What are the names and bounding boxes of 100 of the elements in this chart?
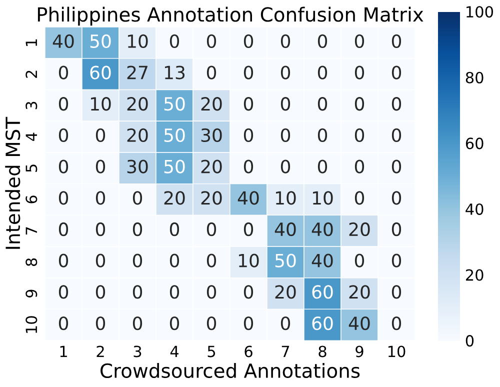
data-label: 27	[127, 66, 148, 80]
x-tick-label: 4	[170, 346, 179, 358]
data-label: 0	[392, 191, 402, 205]
data-label: 40	[312, 254, 333, 268]
data-label: 60	[90, 66, 111, 80]
data-label: 0	[354, 254, 364, 268]
data-label: 40	[312, 222, 333, 236]
data-label: 0	[170, 316, 180, 330]
data-label: 0	[244, 34, 254, 48]
data-label: 0	[96, 191, 106, 205]
data-label: 50	[164, 128, 185, 142]
data-label: 0	[132, 222, 142, 236]
color-bar-label: 100	[466, 6, 494, 18]
data-label: 0	[392, 254, 402, 268]
data-label: 0	[354, 97, 364, 111]
data-label: 40	[274, 222, 296, 236]
data-label: 0	[318, 97, 328, 111]
data-label: 50	[164, 160, 185, 174]
y-tick-label: 2	[26, 70, 37, 78]
data-label: 50	[164, 97, 185, 111]
data-label: 0	[58, 285, 68, 299]
data-label: 0	[244, 160, 254, 174]
x-tick-label: 8	[318, 346, 326, 358]
data-label: 0	[244, 66, 254, 80]
x-tick-label: 5	[208, 346, 216, 358]
data-label: 20	[201, 97, 222, 111]
x-tick-label: 1	[60, 346, 67, 358]
data-label: 0	[392, 160, 402, 174]
data-label: 0	[170, 222, 180, 236]
data-label: 0	[318, 160, 328, 174]
data-label: 0	[96, 316, 106, 330]
data-label: 0	[58, 191, 68, 205]
color-bar-label: 40	[466, 203, 484, 215]
data-label: 0	[244, 128, 254, 142]
y-axis-title: Intended MST	[5, 116, 20, 249]
data-label: 10	[312, 191, 333, 205]
color-bar-label: 80	[466, 72, 484, 84]
data-label: 0	[392, 34, 402, 48]
data-label: 20	[201, 160, 222, 174]
x-tick-label: 3	[134, 346, 142, 358]
data-label: 0	[280, 316, 290, 330]
y-tick-label: 1	[26, 39, 37, 46]
data-label: 0	[132, 316, 142, 330]
data-label: 0	[96, 285, 106, 299]
data-label: 60	[312, 316, 333, 330]
data-label: 0	[354, 160, 364, 174]
x-axis-title: Crowdsourced Annotations	[100, 362, 360, 378]
data-label: 50	[90, 34, 111, 48]
data-label: 0	[392, 222, 402, 236]
data-label: 40	[348, 316, 370, 330]
x-tick-label: 6	[244, 346, 252, 358]
data-label: 50	[275, 254, 296, 268]
data-label: 0	[58, 222, 68, 236]
data-label: 30	[127, 160, 148, 174]
data-label: 40	[52, 34, 74, 48]
chart-title: Philippines Annotation Confusion Matrix	[38, 6, 424, 26]
data-label: 0	[244, 222, 254, 236]
data-label: 10	[128, 34, 148, 48]
data-label: 20	[164, 191, 185, 205]
data-label: 0	[244, 316, 254, 330]
data-label: 0	[318, 66, 328, 80]
data-label: 0	[318, 34, 328, 48]
data-label: 10	[90, 97, 111, 111]
data-label: 30	[201, 128, 222, 142]
x-tick-label: 10	[388, 346, 406, 358]
data-label: 0	[96, 254, 106, 268]
data-label: 0	[392, 66, 402, 80]
data-label: 0	[58, 254, 68, 268]
data-label: 0	[96, 222, 106, 236]
data-label: 0	[170, 285, 180, 299]
data-label: 0	[132, 191, 142, 205]
data-label: 0	[280, 160, 290, 174]
data-label: 0	[96, 128, 106, 142]
data-label: 0	[280, 97, 290, 111]
y-tick-label: 10	[26, 316, 38, 333]
data-label: 40	[238, 191, 259, 205]
data-label: 0	[58, 160, 68, 174]
data-label: 10	[238, 254, 259, 268]
color-bar-label: 0	[466, 335, 474, 347]
data-label: 0	[354, 128, 364, 142]
data-label: 0	[392, 97, 402, 111]
data-label: 20	[127, 128, 148, 142]
y-tick-label: 8	[26, 258, 38, 266]
data-label: 20	[127, 97, 148, 111]
data-label: 0	[354, 34, 364, 48]
y-tick-label: 3	[26, 102, 38, 110]
data-label: 0	[96, 160, 106, 174]
color-bar-label: 20	[466, 269, 484, 281]
data-label: 0	[58, 128, 68, 142]
data-label: 0	[280, 34, 290, 48]
data-label: 0	[206, 285, 216, 299]
y-tick-label: 6	[26, 196, 38, 204]
data-label: 0	[170, 34, 180, 48]
data-label: 0	[206, 222, 216, 236]
x-tick-label: 2	[96, 346, 104, 358]
y-tick-label: 9	[26, 290, 38, 298]
data-label: 0	[244, 285, 254, 299]
data-label: 20	[349, 222, 370, 236]
data-label: 0	[354, 191, 364, 205]
data-label: 0	[392, 316, 402, 330]
